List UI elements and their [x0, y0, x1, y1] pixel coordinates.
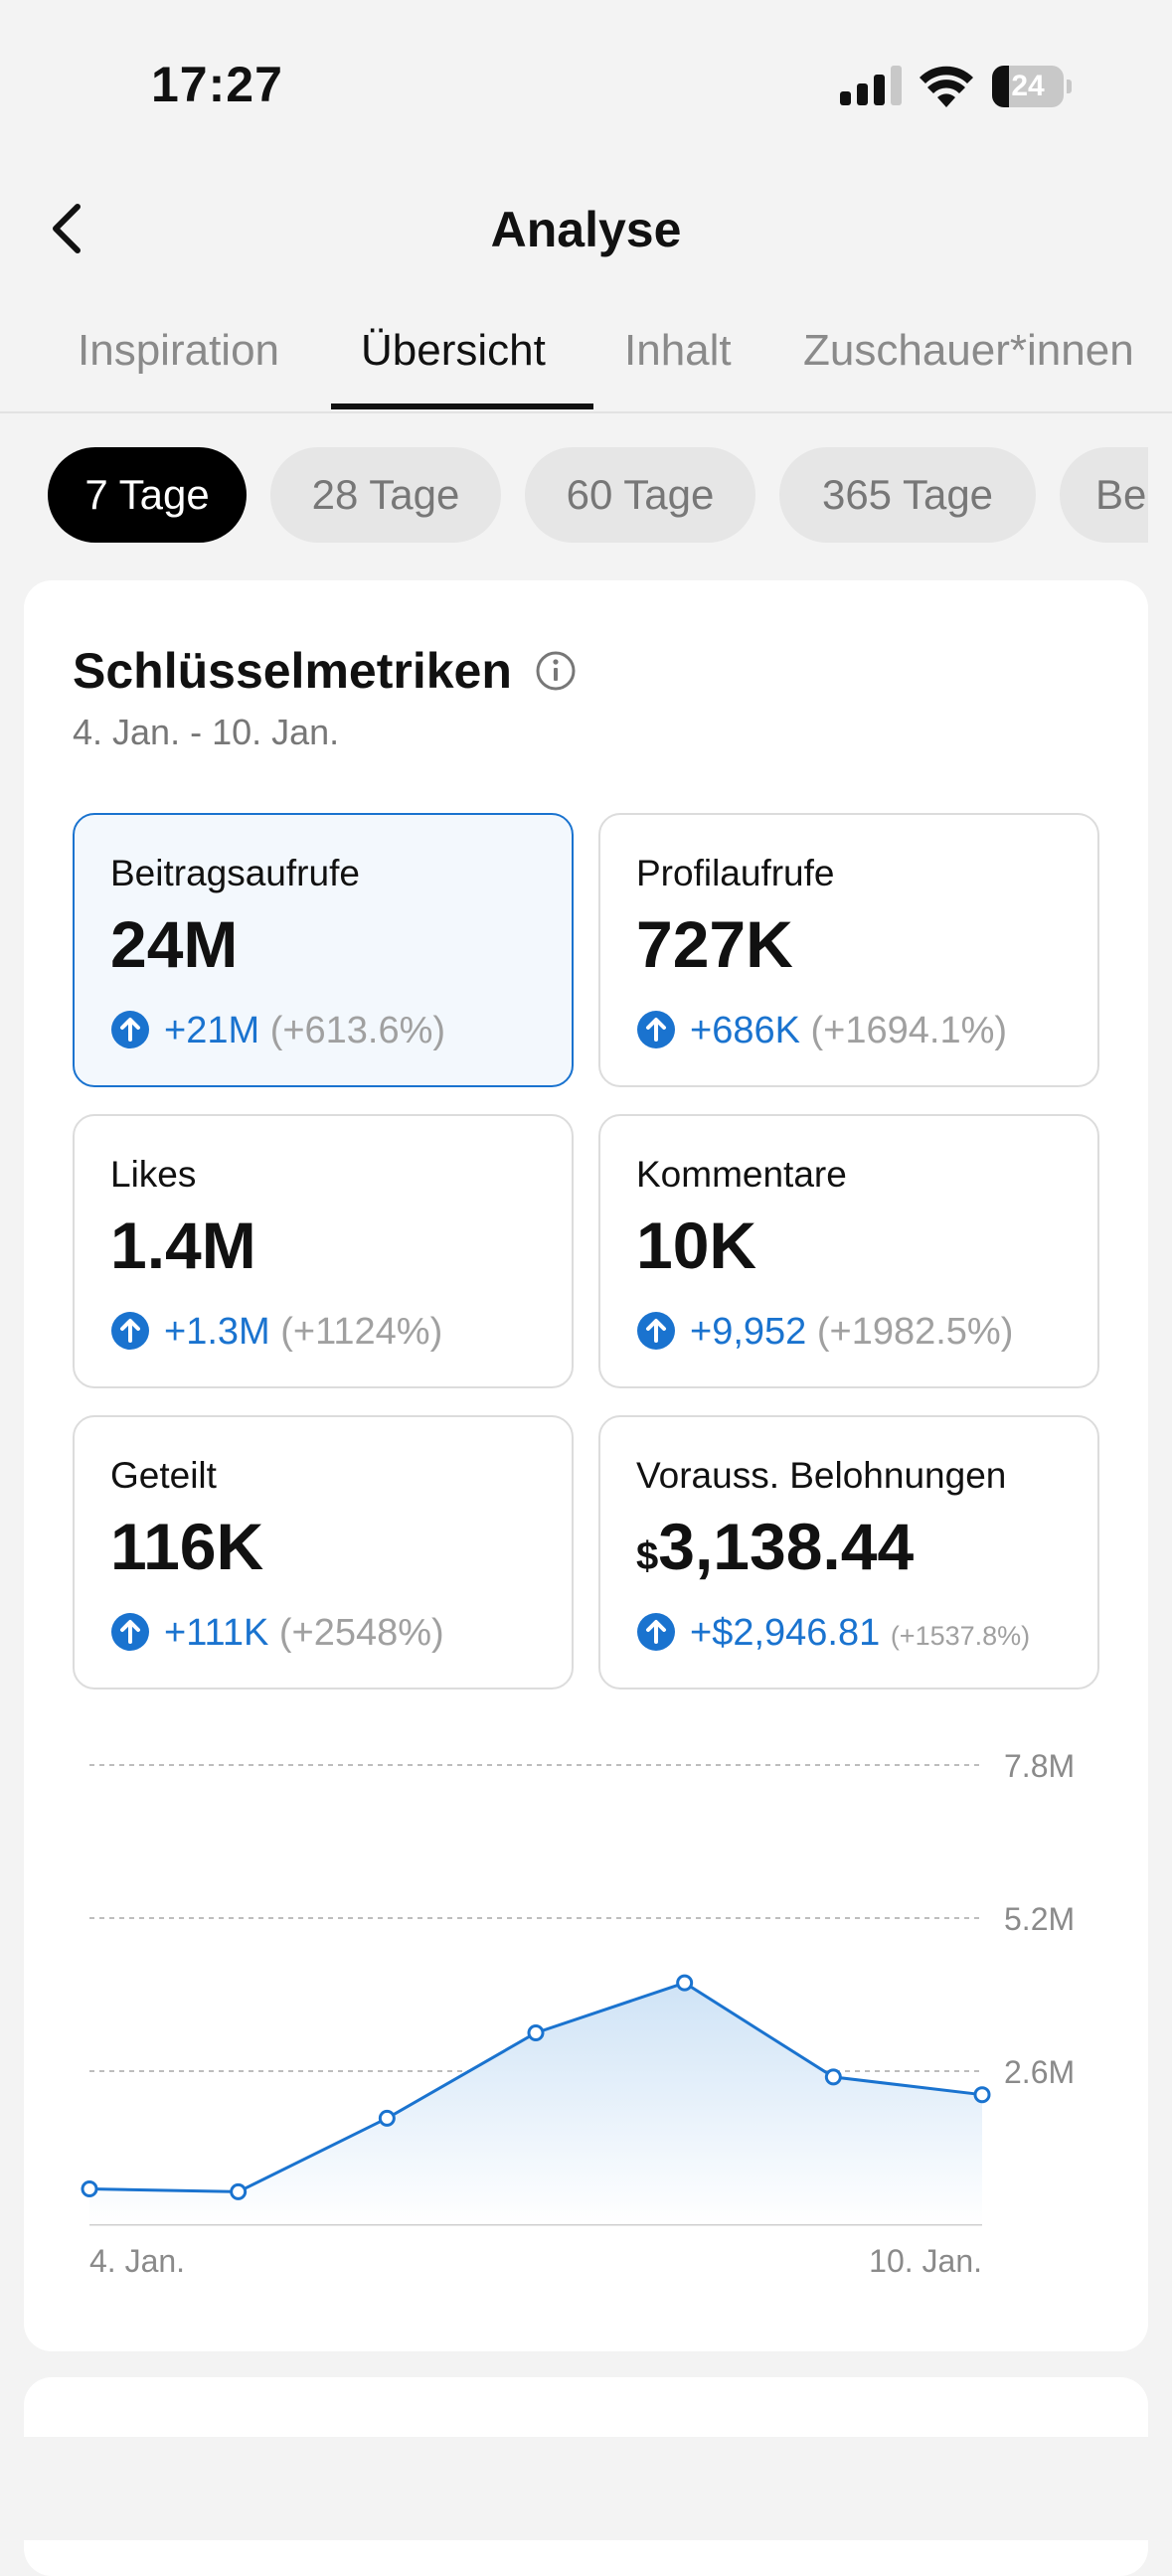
chip-60-days[interactable]: 60 Tage [525, 447, 755, 543]
data-point[interactable] [527, 2024, 545, 2041]
y-tick-label: 7.8M [1004, 1748, 1075, 1784]
metric-delta-percent: (+1694.1%) [810, 1010, 1008, 1051]
metric-estimated-rewards[interactable]: Vorauss. Belohnungen $3,138.44 +$2,946.8… [598, 1415, 1099, 1690]
y-tick-label: 5.2M [1004, 1901, 1075, 1937]
data-point[interactable] [676, 1974, 694, 1992]
metric-delta-value: +1.3M [164, 1311, 270, 1353]
data-point[interactable] [824, 2068, 842, 2086]
metric-label: Kommentare [636, 1154, 847, 1195]
metric-delta-value: +111K [164, 1612, 269, 1654]
battery-level: 24 [1011, 70, 1045, 102]
cellular-signal-icon [840, 66, 902, 105]
metric-value-number: 3,138.44 [658, 1510, 915, 1583]
tab-audience[interactable]: Zuschauer*innen [803, 326, 1134, 375]
tab-bar: Inspiration Übersicht Inhalt Zuschauer*i… [0, 316, 1172, 413]
back-chevron-icon[interactable] [40, 199, 99, 258]
metric-delta-value: +$2,946.81 [690, 1612, 881, 1654]
metric-post-views[interactable]: Beitragsaufrufe 24M +21M (+613.6%) [73, 813, 574, 1087]
data-point[interactable] [81, 2179, 98, 2197]
info-icon[interactable] [535, 650, 577, 692]
chip-7-days[interactable]: 7 Tage [48, 447, 247, 543]
arrow-up-circle-icon [111, 1312, 149, 1350]
metric-comments[interactable]: Kommentare 10K +9,952 (+1982.5%) [598, 1114, 1099, 1388]
metric-label: Beitragsaufrufe [110, 853, 360, 893]
tab-content[interactable]: Inhalt [624, 326, 732, 375]
chip-custom[interactable]: Be [1060, 447, 1148, 543]
metric-value: 10K [636, 1208, 757, 1282]
period-selector: 7 Tage 28 Tage 60 Tage 365 Tage Be [0, 447, 1148, 547]
metric-delta-percent: (+2548%) [278, 1612, 444, 1654]
arrow-up-circle-icon [637, 1011, 675, 1048]
metric-label: Profilaufrufe [636, 853, 835, 893]
battery-icon: 24 [992, 66, 1072, 107]
arrow-up-circle-icon [637, 1312, 675, 1350]
data-point[interactable] [973, 2086, 991, 2104]
metric-delta-value: +9,952 [690, 1311, 807, 1353]
header: Analyse [0, 179, 1172, 278]
metric-delta-percent: (+613.6%) [269, 1010, 446, 1051]
arrow-up-circle-icon [111, 1613, 149, 1651]
metric-label: Likes [110, 1154, 197, 1195]
y-tick-label: 2.6M [1004, 2054, 1075, 2090]
data-point[interactable] [378, 2109, 396, 2127]
metric-delta-percent: (+1982.5%) [816, 1311, 1014, 1353]
metric-delta-percent: (+1124%) [280, 1311, 443, 1353]
status-time: 17:27 [151, 57, 283, 112]
metric-delta: +9,952 (+1982.5%) [690, 1311, 1013, 1354]
wifi-icon [920, 66, 973, 107]
metric-value: $3,138.44 [636, 1509, 914, 1584]
chip-28-days[interactable]: 28 Tage [270, 447, 501, 543]
key-metrics-title: Schlüsselmetriken [73, 643, 512, 699]
currency-symbol: $ [636, 1534, 659, 1578]
metric-delta: +686K (+1694.1%) [690, 1010, 1007, 1052]
chip-365-days[interactable]: 365 Tage [779, 447, 1036, 543]
status-bar: 17:27 24 [0, 0, 1172, 149]
metric-label: Vorauss. Belohnungen [636, 1455, 1007, 1496]
metric-delta: +1.3M (+1124%) [164, 1311, 442, 1354]
bottom-area [0, 2437, 1172, 2540]
arrow-up-circle-icon [111, 1011, 149, 1048]
tab-overview[interactable]: Übersicht [361, 326, 546, 375]
page-title: Analyse [490, 202, 682, 257]
x-tick-label: 10. Jan. [869, 2243, 982, 2279]
battery-fill [992, 66, 1010, 107]
metric-label: Geteilt [110, 1455, 217, 1496]
chart-area [89, 1983, 982, 2224]
metric-delta: +$2,946.81 (+1537.8%) [690, 1612, 1030, 1655]
tab-inspiration[interactable]: Inspiration [78, 326, 280, 375]
metric-value: 1.4M [110, 1208, 256, 1282]
x-tick-label: 4. Jan. [89, 2243, 185, 2279]
metric-delta-percent: (+1537.8%) [890, 1621, 1031, 1651]
data-point[interactable] [230, 2182, 248, 2200]
metric-likes[interactable]: Likes 1.4M +1.3M (+1124%) [73, 1114, 574, 1388]
active-tab-indicator [331, 403, 593, 409]
metric-profile-views[interactable]: Profilaufrufe 727K +686K (+1694.1%) [598, 813, 1099, 1087]
metric-delta: +21M (+613.6%) [164, 1010, 445, 1052]
metric-value: 24M [110, 907, 239, 981]
date-range: 4. Jan. - 10. Jan. [73, 712, 340, 752]
metric-delta-value: +686K [690, 1010, 800, 1051]
metric-value: 727K [636, 907, 793, 981]
arrow-up-circle-icon [637, 1613, 675, 1651]
metric-shares[interactable]: Geteilt 116K +111K (+2548%) [73, 1415, 574, 1690]
metric-delta-value: +21M [164, 1010, 260, 1051]
post-views-chart: 2.6M 5.2M 7.8M 4. Jan. 10. Jan. [81, 1748, 1075, 2279]
key-metrics-card: Schlüsselmetriken 4. Jan. - 10. Jan. Bei… [24, 580, 1148, 2351]
metric-value: 116K [110, 1510, 264, 1583]
metric-delta: +111K (+2548%) [164, 1612, 444, 1655]
